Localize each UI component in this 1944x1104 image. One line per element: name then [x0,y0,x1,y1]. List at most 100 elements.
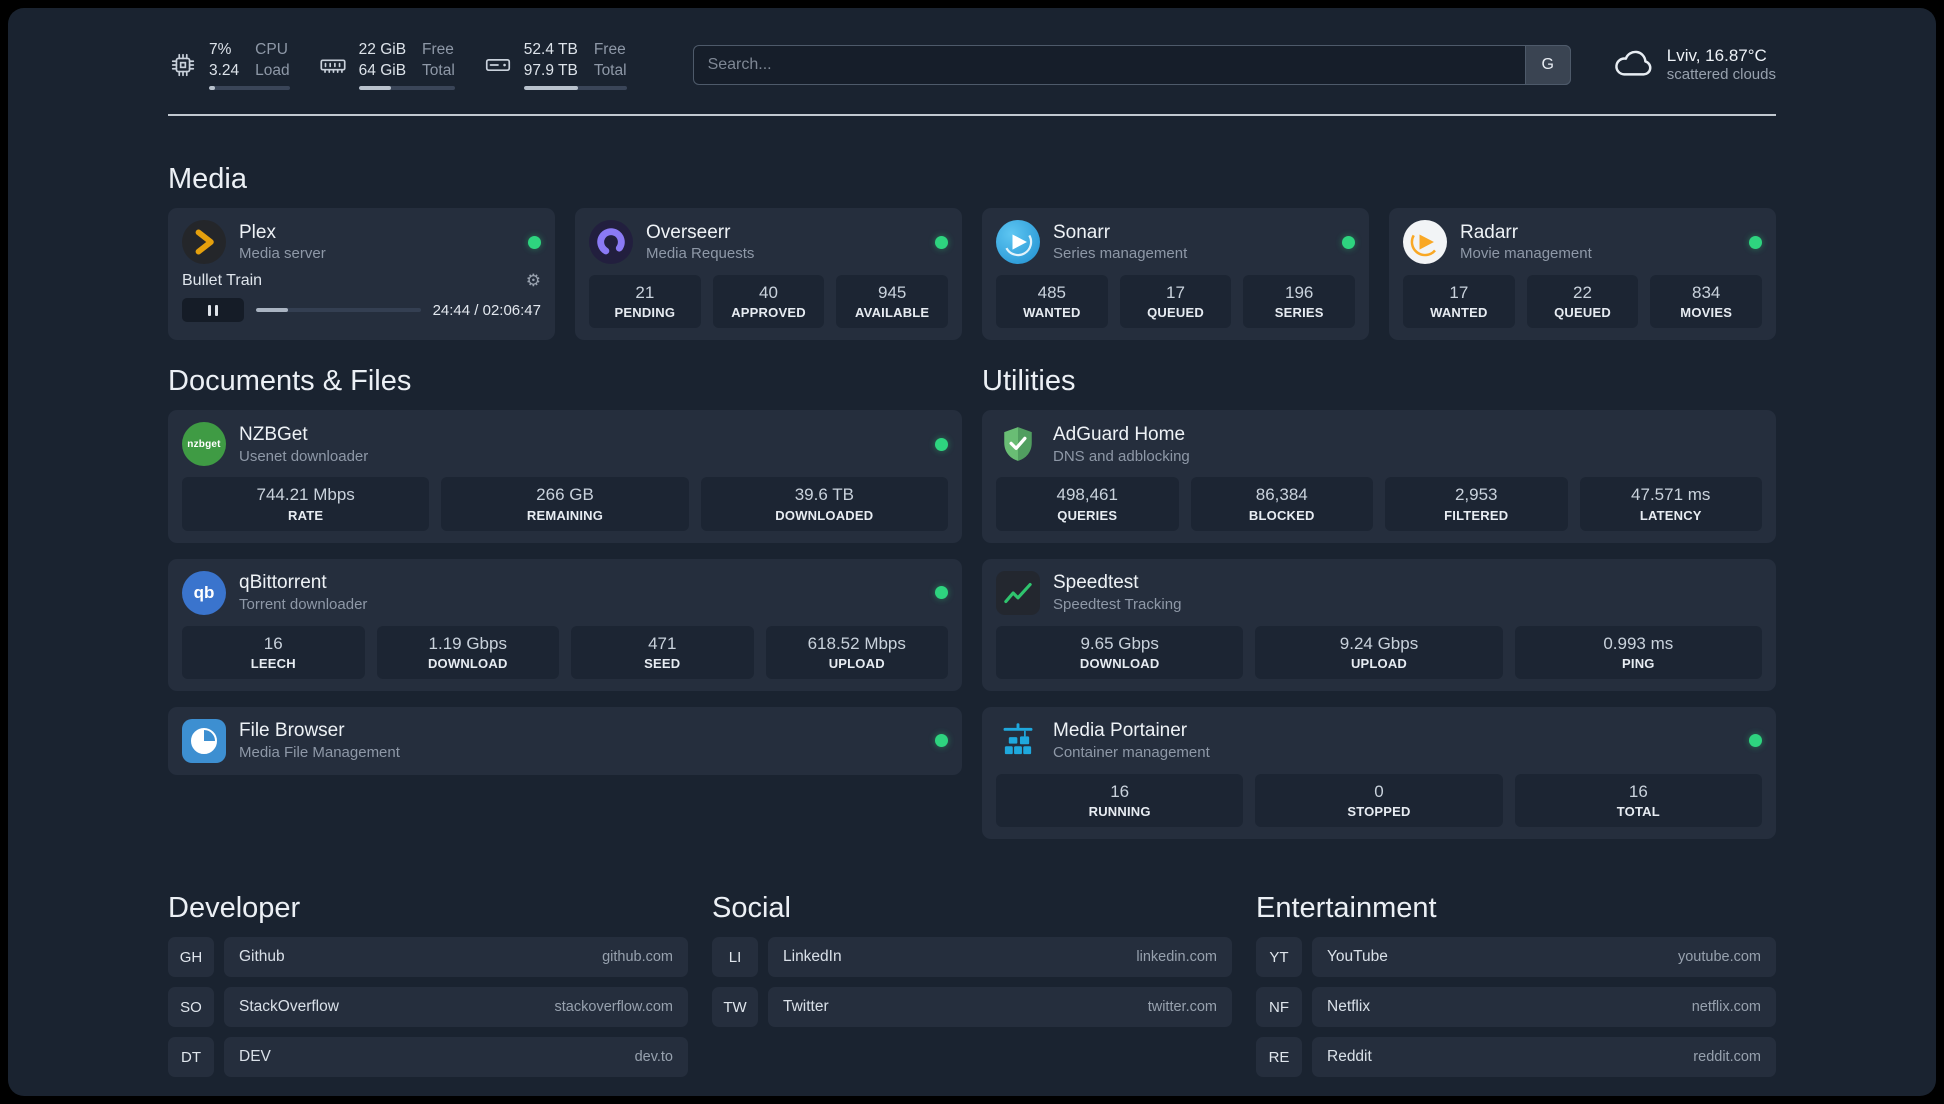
search-provider-button[interactable]: G [1524,45,1571,85]
bookmark-row-github[interactable]: GH Github github.com [168,937,688,977]
service-header: AdGuard Home DNS and adblocking [996,422,1762,466]
bookmark-group-developer: Developer GH Github github.com SO StackO… [168,891,688,1077]
nzbget-icon-text: nzbget [187,438,221,450]
bookmark-row-twitter[interactable]: TW Twitter twitter.com [712,987,1232,1027]
service-stats: 16 LEECH 1.19 Gbps DOWNLOAD 471 SEED 6 [182,625,948,679]
service-card-sonarr[interactable]: Sonarr Series management 485 WANTED 17 Q… [982,208,1369,341]
bookmark-row-netflix[interactable]: NF Netflix netflix.com [1256,987,1776,1027]
stat-label: WANTED [1023,305,1081,321]
bookmark-row-stackoverflow[interactable]: SO StackOverflow stackoverflow.com [168,987,688,1027]
bookmark-row-dev[interactable]: DT DEV dev.to [168,1037,688,1077]
weather-text: Lviv, 16.87°C scattered clouds [1667,45,1776,85]
section-heading-utilities: Utilities [982,365,1076,398]
service-card-plex[interactable]: Plex Media server Bullet Train ⚙ [168,208,555,341]
memory-readout: 22 GiB Free 64 GiB Total [358,40,455,90]
stat-tile: 0.993 ms PING [1514,625,1762,679]
stat-value: 485 [1037,283,1067,302]
stat-value: 945 [877,283,907,302]
service-card-speedtest[interactable]: Speedtest Speedtest Tracking 9.65 Gbps D… [982,558,1776,691]
qbittorrent-icon: qb [182,570,226,615]
cpu-percent: 7% [209,41,232,59]
bookmark-abbr: RE [1256,1037,1302,1077]
bookmark-link: DEV dev.to [224,1037,688,1077]
stat-label: QUERIES [1057,507,1118,523]
bookmark-row-linkedin[interactable]: LI LinkedIn linkedin.com [712,937,1232,977]
bookmark-group-social: Social LI LinkedIn linkedin.com TW Twitt… [712,891,1232,1077]
disk-widget: 52.4 TB Free 97.9 TB Total [483,40,627,90]
service-card-qbittorrent[interactable]: qb qBittorrent Torrent downloader 16 LEE… [168,558,962,691]
service-card-nzbget[interactable]: nzbget NZBGet Usenet downloader 744.21 M… [168,410,962,543]
bookmark-abbr: GH [168,937,214,977]
service-description: Series management [1053,245,1188,263]
stat-tile: 2,953 FILTERED [1385,477,1568,531]
stat-tile: 834 MOVIES [1650,275,1763,329]
stat-value: 16 [263,633,283,653]
service-description: Speedtest Tracking [1053,595,1182,613]
bookmark-row-youtube[interactable]: YT YouTube youtube.com [1256,937,1776,977]
section-heading-media: Media [168,163,247,195]
cpu-label: CPU [255,41,288,59]
disk-usage-bar [523,85,627,90]
service-description: DNS and adblocking [1053,447,1190,465]
service-card-filebrowser[interactable]: File Browser Media File Management [168,706,962,775]
stat-label: UPLOAD [828,655,885,671]
stat-label: UPLOAD [1350,655,1408,671]
stat-value: 9.65 Gbps [1080,633,1159,653]
stat-tile: 0 STOPPED [1255,773,1503,827]
stat-tile: 86,384 BLOCKED [1190,477,1373,531]
service-card-overseerr[interactable]: Overseerr Media Requests 21 PENDING 40 A… [575,208,962,341]
stat-value: 266 GB [536,485,594,505]
search-input[interactable] [692,45,1571,85]
stat-tile: 945 AVAILABLE [836,275,949,329]
service-name: Media Portainer [1053,720,1188,742]
bookmark-abbr: DT [168,1037,214,1077]
service-card-portainer[interactable]: Media Portainer Container management 16 … [982,706,1776,839]
stat-label: DOWNLOAD [1079,655,1160,671]
service-card-adguard[interactable]: AdGuard Home DNS and adblocking 498,461 … [982,410,1776,543]
service-header: Speedtest Speedtest Tracking [996,570,1762,615]
service-stats: 744.21 Mbps RATE 266 GB REMAINING 39.6 T… [182,477,948,531]
section-heading-documents: Documents & Files [168,365,412,398]
stat-value: 47.571 ms [1631,485,1711,505]
stat-value: 16 [1110,781,1130,801]
stat-label: AVAILABLE [855,305,930,321]
stat-tile: 266 GB REMAINING [441,477,689,531]
weather-location: Lviv, 16.87°C [1666,46,1767,65]
bookmark-abbr: LI [712,937,758,977]
bookmark-link: Netflix netflix.com [1312,987,1776,1027]
hdd-icon [485,59,510,72]
stat-value: 0.993 ms [1603,633,1674,653]
stat-label: QUEUED [1147,305,1204,321]
service-card-radarr[interactable]: Radarr Movie management 17 WANTED 22 QUE… [1389,208,1776,341]
adguard-shield-icon [996,422,1040,466]
stat-value: 471 [648,633,677,653]
stat-tile: 196 SERIES [1243,275,1356,329]
status-dot [1342,235,1355,249]
service-header: Plex Media server [182,220,541,264]
playback-progress-bar[interactable] [256,308,421,312]
bookmark-url: reddit.com [1693,1049,1761,1065]
media-grid: Plex Media server Bullet Train ⚙ [168,208,1776,341]
filebrowser-pie-glyph [191,727,217,754]
service-titles: Radarr Movie management [1460,222,1736,263]
now-playing-widget: Bullet Train ⚙ 24:44 / 02:06:47 [182,272,541,322]
stat-label: SERIES [1274,305,1324,321]
filebrowser-icon [182,718,226,763]
stat-value: 16 [1628,781,1648,801]
service-header: Sonarr Series management [996,220,1355,264]
bookmark-url: twitter.com [1147,999,1217,1015]
service-name: Plex [239,221,276,243]
stat-label: BLOCKED [1248,507,1315,523]
stat-tile: 498,461 QUERIES [996,477,1179,531]
stat-label: LEECH [250,655,296,671]
stat-label: SEED [644,655,681,671]
bookmark-url: youtube.com [1677,949,1761,965]
status-dot [935,235,948,249]
bookmark-link: StackOverflow stackoverflow.com [224,987,688,1027]
disk-free-label: Free [593,41,626,59]
pause-button[interactable] [182,298,244,322]
bookmark-list: GH Github github.com SO StackOverflow st… [168,937,688,1077]
bookmark-url: linkedin.com [1136,949,1217,965]
settings-gear-icon[interactable]: ⚙ [525,270,541,291]
bookmark-row-reddit[interactable]: RE Reddit reddit.com [1256,1037,1776,1077]
